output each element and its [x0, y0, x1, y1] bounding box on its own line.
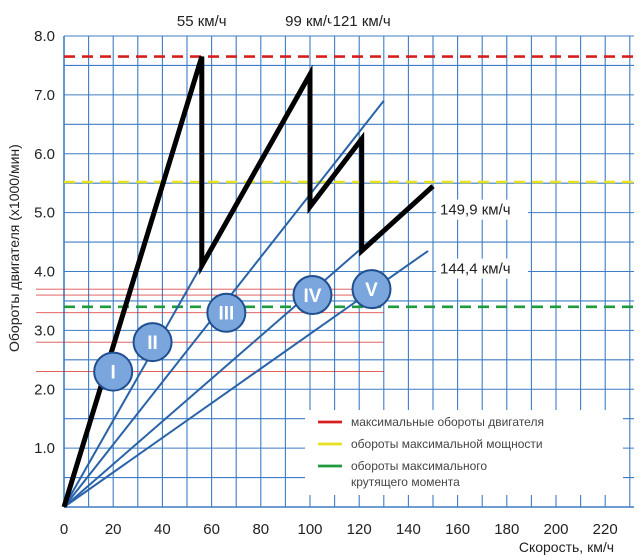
- gear-badge-label: II: [147, 333, 158, 354]
- annotation-label: 144,4 км/ч: [440, 261, 511, 278]
- x-tick-label: 200: [543, 521, 568, 538]
- y-tick-label: 3.0: [34, 322, 55, 339]
- annotation-bg: [436, 258, 528, 279]
- gear-badge: [93, 351, 134, 392]
- shift-path-line: [61, 55, 435, 508]
- annotation-bg: [280, 11, 340, 31]
- legend-label-line2: крутящего момента: [351, 475, 460, 489]
- legend: максимальные обороты двигателя обороты ма…: [305, 410, 623, 495]
- annotation-label: 121 км/ч: [333, 13, 391, 30]
- gear-badge-label: I: [111, 363, 116, 384]
- annotation-bg: [171, 11, 232, 31]
- x-tick-label: 40: [154, 521, 171, 538]
- y-axis-label: Обороты двигателя (x1000/мин): [6, 144, 22, 352]
- y-tick-label: 4.0: [34, 264, 55, 281]
- x-tick-label: 120: [347, 521, 372, 538]
- gear-badge: [132, 322, 173, 363]
- legend-label: максимальные обороты двигателя: [351, 415, 544, 429]
- y-tick-label: 8.0: [34, 28, 55, 45]
- y-tick-label: 5.0: [34, 205, 55, 222]
- annotation-label: 149,9 км/ч: [440, 202, 511, 219]
- legend-label: обороты максимального: [351, 459, 487, 473]
- annotation-bg: [436, 199, 528, 220]
- x-tick-label: 100: [297, 521, 322, 538]
- y-tick-label: 6.0: [34, 146, 55, 163]
- gear-badge-label: III: [218, 304, 234, 325]
- shift-path: [61, 55, 435, 508]
- gear-badge: [351, 269, 392, 310]
- annotation-bg: [331, 11, 392, 31]
- y-tick-label: 1.0: [34, 440, 55, 457]
- y-tick-label: 2.0: [34, 381, 55, 398]
- annotation-label: 99 км/ч: [285, 13, 335, 30]
- x-tick-label: 160: [445, 521, 470, 538]
- x-tick-label: 20: [105, 521, 122, 538]
- gear-badge: [292, 275, 333, 316]
- x-tick-label: 80: [252, 521, 269, 538]
- gear-badge: [206, 292, 247, 333]
- x-tick-label: 140: [396, 521, 421, 538]
- x-tick-label: 60: [203, 521, 220, 538]
- legend-label: обороты максимальной мощности: [351, 437, 543, 451]
- tick-labels: 0 20 40 60 80 100 120 140 160 180 200 220 1.0 2.0 3.0 4…: [34, 28, 618, 538]
- x-tick-label: 180: [494, 521, 519, 538]
- x-tick-label: 220: [593, 521, 618, 538]
- x-axis-label: Скорость, км/ч: [519, 539, 614, 555]
- y-tick-label: 7.0: [34, 87, 55, 104]
- x-tick-label: 0: [60, 521, 68, 538]
- gear-badge-label: V: [365, 280, 378, 301]
- legend-box: [305, 410, 623, 495]
- annotation-label: 55 км/ч: [177, 13, 227, 30]
- gear-badge-label: IV: [303, 286, 321, 307]
